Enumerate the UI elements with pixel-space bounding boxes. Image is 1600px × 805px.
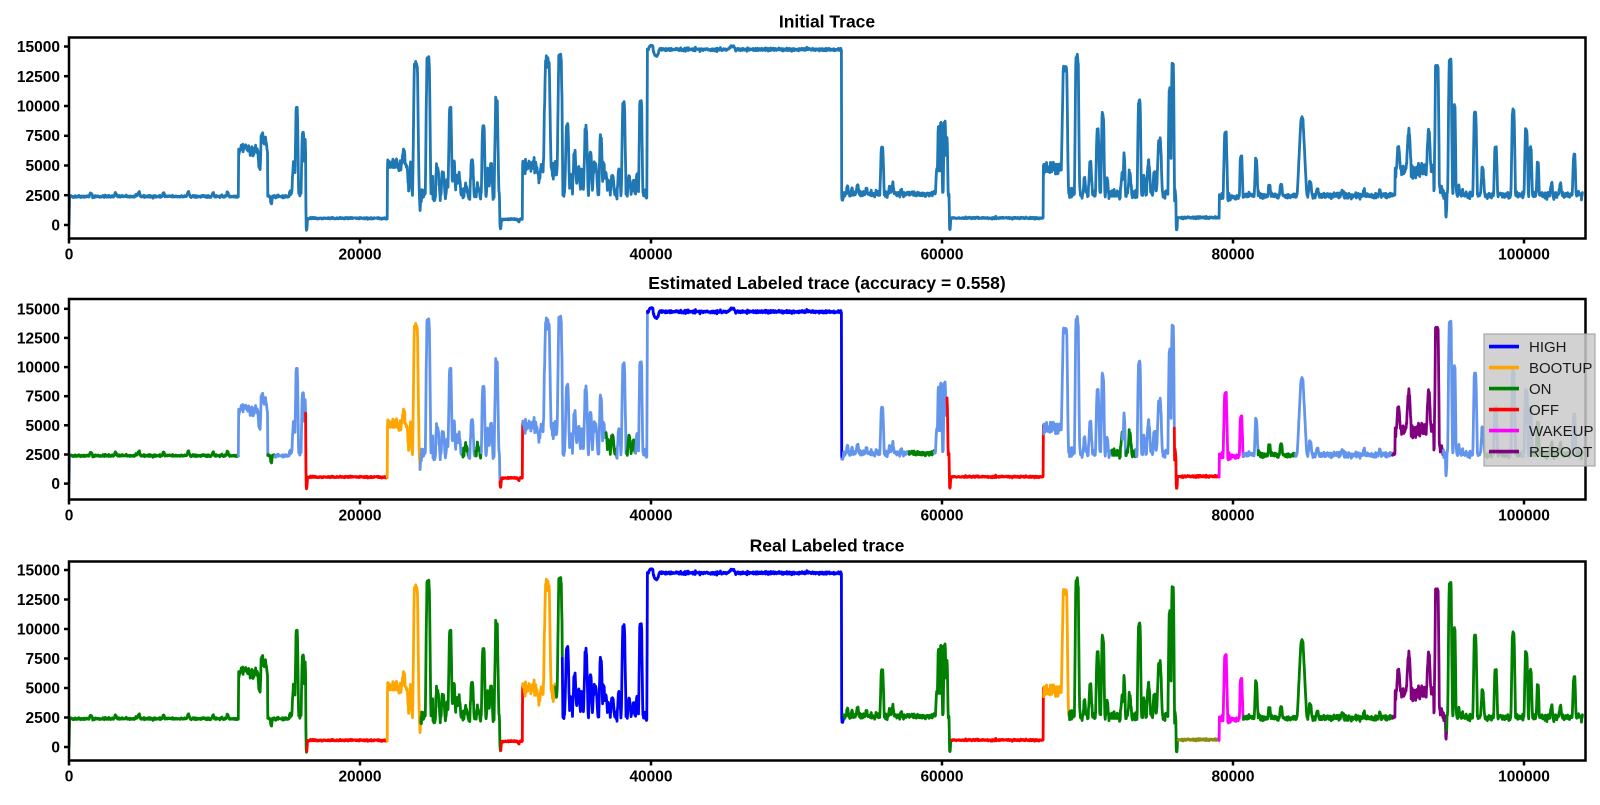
svg-text:40000: 40000 — [629, 769, 672, 786]
svg-text:5000: 5000 — [26, 158, 60, 175]
svg-text:REBOOT: REBOOT — [1529, 444, 1592, 461]
svg-text:Estimated Labeled trace (accur: Estimated Labeled trace (accuracy = 0.55… — [648, 273, 1005, 293]
svg-text:80000: 80000 — [1211, 769, 1254, 786]
svg-text:40000: 40000 — [629, 508, 672, 525]
svg-text:0: 0 — [51, 218, 60, 235]
svg-text:100000: 100000 — [1498, 769, 1550, 786]
svg-text:Initial Trace: Initial Trace — [779, 12, 876, 32]
svg-text:0: 0 — [51, 476, 60, 493]
svg-text:0: 0 — [65, 247, 74, 264]
svg-text:10000: 10000 — [17, 99, 60, 116]
svg-text:0: 0 — [65, 508, 74, 525]
svg-text:2500: 2500 — [26, 447, 60, 464]
svg-text:40000: 40000 — [629, 247, 672, 264]
svg-text:12500: 12500 — [17, 69, 60, 86]
svg-text:OFF: OFF — [1529, 402, 1559, 419]
svg-text:2500: 2500 — [26, 188, 60, 205]
svg-text:7500: 7500 — [26, 389, 60, 406]
svg-text:20000: 20000 — [338, 508, 381, 525]
svg-text:7500: 7500 — [26, 651, 60, 668]
svg-text:60000: 60000 — [920, 508, 963, 525]
svg-text:15000: 15000 — [17, 563, 60, 580]
svg-text:7500: 7500 — [26, 128, 60, 145]
svg-text:WAKEUP: WAKEUP — [1529, 423, 1593, 440]
svg-text:60000: 60000 — [920, 247, 963, 264]
svg-text:60000: 60000 — [920, 769, 963, 786]
svg-text:5000: 5000 — [26, 418, 60, 435]
svg-text:2500: 2500 — [26, 710, 60, 727]
svg-text:HIGH: HIGH — [1529, 339, 1567, 356]
svg-text:100000: 100000 — [1498, 508, 1550, 525]
svg-text:80000: 80000 — [1211, 508, 1254, 525]
svg-text:10000: 10000 — [17, 360, 60, 377]
svg-text:20000: 20000 — [338, 247, 381, 264]
svg-text:100000: 100000 — [1498, 247, 1550, 264]
svg-text:5000: 5000 — [26, 681, 60, 698]
svg-text:10000: 10000 — [17, 622, 60, 639]
svg-text:15000: 15000 — [17, 39, 60, 56]
svg-text:12500: 12500 — [17, 592, 60, 609]
svg-text:Real Labeled trace: Real Labeled trace — [750, 536, 905, 556]
svg-text:0: 0 — [65, 769, 74, 786]
svg-text:15000: 15000 — [17, 301, 60, 318]
svg-text:BOOTUP: BOOTUP — [1529, 360, 1592, 377]
svg-text:ON: ON — [1529, 381, 1552, 398]
svg-text:20000: 20000 — [338, 769, 381, 786]
svg-text:80000: 80000 — [1211, 247, 1254, 264]
svg-text:12500: 12500 — [17, 330, 60, 347]
svg-text:0: 0 — [51, 740, 60, 757]
